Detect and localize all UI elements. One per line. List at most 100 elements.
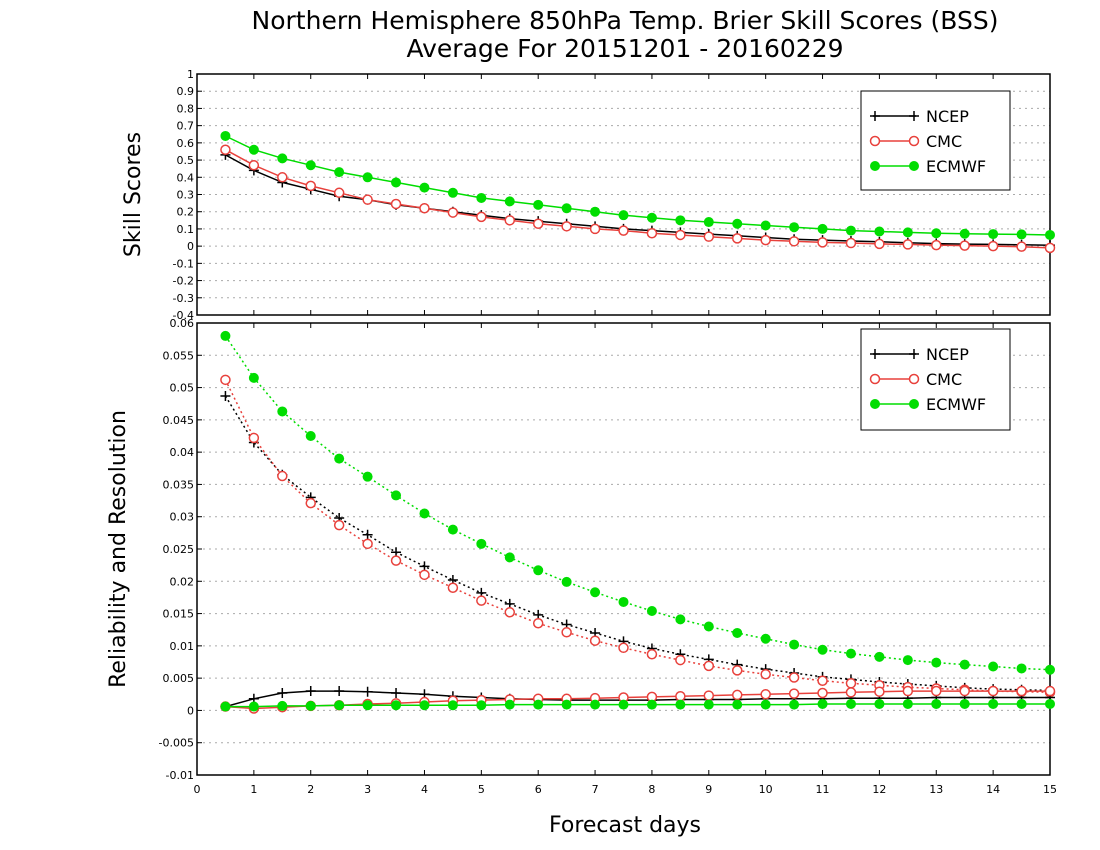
bottom-y-tick-label: 0.02: [170, 575, 195, 588]
bottom-y-tick-label: 0.03: [170, 511, 195, 524]
bottom-series-ecmwf-reliability-point: [845, 698, 856, 709]
top-series-cmc: [220, 144, 1056, 254]
bottom-series-ecmwf-reliability-point: [334, 700, 345, 711]
top-y-tick-label: -0.4: [173, 309, 194, 322]
top-series-cmc-point: [277, 172, 288, 183]
top-y-tick-label: 0.5: [177, 154, 195, 167]
top-series-ecmwf-point: [1016, 229, 1027, 240]
bottom-series-ncep-resolution-point: [220, 390, 231, 401]
top-series-cmc-point: [675, 229, 686, 241]
bottom-series-cmc-resolution-point: [703, 660, 715, 672]
x-tick-label: 9: [705, 783, 712, 796]
bottom-series-ecmwf-resolution-line: [224, 335, 1051, 671]
top-legend: NCEP CMC ECMWF: [860, 90, 1011, 191]
top-series-cmc-point: [931, 239, 942, 251]
bottom-series-ecmwf-resolution-point: [732, 627, 743, 638]
top-series-cmc-point: [646, 227, 658, 239]
bottom-series-ecmwf-resolution-point: [760, 633, 771, 644]
top-series-ecmwf-point: [476, 192, 487, 203]
top-series-ecmwf-point: [391, 177, 402, 188]
bottom-y-tick-label: 0.01: [170, 640, 195, 653]
top-series-cmc-point: [703, 231, 715, 242]
bottom-series-cmc-resolution-point: [277, 470, 288, 482]
top-y-tick-label: -0.3: [173, 292, 194, 305]
bottom-series-ncep-reliability-point: [362, 686, 373, 697]
top-y-tick-label: 0: [187, 240, 194, 253]
top-series-ecmwf-point: [561, 203, 572, 214]
bottom-series-ecmwf-reliability-point: [277, 700, 288, 711]
x-tick-label: 11: [816, 783, 830, 796]
bottom-series-ecmwf-resolution-point: [504, 552, 515, 563]
bottom-series-ecmwf-reliability-point: [874, 698, 885, 709]
x-tick-label: 7: [592, 783, 599, 796]
top-legend-item-ecmwf: ECMWF: [870, 157, 986, 176]
bottom-series-cmc-resolution-point: [675, 654, 686, 666]
bottom-legend-swatch-marker: [870, 399, 880, 409]
x-tick-label: 1: [250, 783, 257, 796]
bottom-series-cmc-resolution-point: [504, 607, 516, 618]
bottom-series-ecmwf-resolution-point: [703, 621, 714, 632]
bottom-legend-swatch-marker: [869, 373, 881, 385]
bottom-series-cmc-resolution-point: [220, 374, 231, 386]
top-series-ecmwf-point: [675, 215, 686, 226]
bottom-series-ecmwf-reliability-point: [817, 698, 828, 709]
bottom-series-ecmwf-resolution-point: [817, 644, 828, 655]
bottom-series-ecmwf-reliability: [220, 698, 1055, 712]
x-tick-label: 0: [194, 783, 201, 796]
top-series-ecmwf-point: [703, 217, 714, 228]
top-series-cmc-point: [390, 198, 402, 210]
bottom-series-ecmwf-resolution-point: [561, 576, 572, 587]
bottom-series-cmc-resolution-point: [589, 635, 601, 646]
bottom-series-cmc-resolution-point: [618, 642, 629, 654]
bottom-series-ecmwf-reliability-point: [618, 699, 629, 710]
bottom-y-tick-label: 0.045: [163, 414, 195, 427]
bottom-series-cmc-resolution: [220, 374, 1056, 698]
top-series-ecmwf-point: [646, 212, 657, 223]
top-series-cmc-point: [532, 218, 544, 230]
top-series-cmc-point: [447, 207, 459, 218]
bottom-legend-swatch-marker: [909, 399, 919, 409]
bottom-series-ecmwf-reliability-point: [533, 699, 544, 710]
top-series-cmc-point: [476, 211, 487, 223]
bottom-series-ncep-resolution-line: [224, 395, 1051, 692]
top-series-ecmwf-point: [362, 172, 373, 183]
bottom-series-ncep-reliability-point: [305, 686, 316, 697]
bottom-legend-swatch-marker: [909, 349, 919, 359]
bottom-series-cmc-resolution-point: [248, 432, 260, 444]
x-tick-label: 4: [421, 783, 428, 796]
bottom-series-ecmwf-reliability-point: [362, 700, 373, 711]
top-legend-label: CMC: [926, 132, 962, 151]
bottom-series-ecmwf-resolution-point: [874, 651, 885, 662]
top-legend-swatch-marker: [908, 135, 920, 147]
bottom-series-cmc-reliability-point: [760, 689, 771, 700]
bottom-series-cmc-resolution-point: [845, 678, 857, 689]
top-series-ecmwf-point: [419, 182, 430, 193]
bottom-series-ecmwf-resolution-point: [277, 406, 288, 417]
top-series-cmc-point: [760, 234, 771, 246]
top-series-cmc-point: [845, 237, 857, 249]
bottom-series-ecmwf-reliability-point: [220, 701, 231, 712]
bottom-series-ecmwf-resolution-point: [476, 538, 487, 549]
top-series-ecmwf-point: [618, 210, 629, 221]
bottom-series-ecmwf-reliability-point: [675, 699, 686, 710]
bottom-series-ecmwf-reliability-point: [1016, 698, 1027, 709]
bottom-series-ecmwf-reliability-point: [419, 700, 430, 711]
top-series-cmc-point: [248, 159, 260, 171]
x-tick-label: 13: [929, 783, 943, 796]
bottom-y-tick-label: 0: [187, 704, 194, 717]
bottom-series-cmc-reliability-point: [1016, 685, 1027, 697]
bottom-series-ecmwf-reliability-point: [959, 698, 970, 709]
top-series-ecmwf-point: [988, 229, 999, 240]
top-series-ecmwf-point: [902, 227, 913, 238]
chart-title-line1: Northern Hemisphere 850hPa Temp. Brier S…: [252, 6, 999, 35]
x-tick-label: 10: [759, 783, 773, 796]
bottom-series-ecmwf-resolution-point: [618, 596, 629, 607]
bottom-series-ecmwf-reliability-point: [504, 699, 515, 710]
bottom-series-ecmwf-resolution-point: [334, 453, 345, 464]
bottom-y-tick-label: 0.055: [163, 349, 195, 362]
top-series-ecmwf-point: [1045, 229, 1055, 240]
top-y-tick-label: -0.1: [173, 257, 194, 270]
bottom-series-cmc-reliability-point: [845, 687, 857, 698]
top-y-tick-label: 0.7: [177, 120, 195, 133]
bottom-series-cmc-reliability-point: [817, 687, 828, 699]
